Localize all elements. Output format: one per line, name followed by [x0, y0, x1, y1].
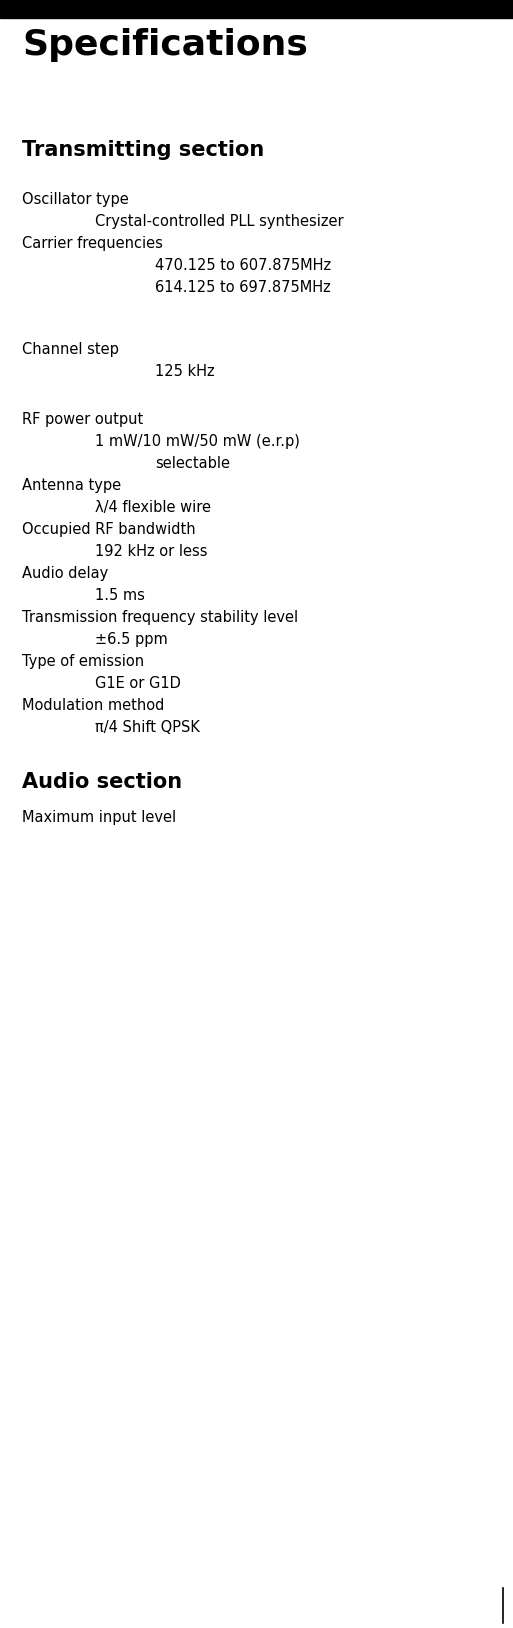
Text: Audio delay: Audio delay — [22, 567, 108, 581]
Text: selectable: selectable — [155, 456, 230, 470]
Text: 125 kHz: 125 kHz — [155, 363, 214, 379]
Text: Transmission frequency stability level: Transmission frequency stability level — [22, 610, 298, 625]
Text: Crystal-controlled PLL synthesizer: Crystal-controlled PLL synthesizer — [95, 213, 344, 230]
Text: 614.125 to 697.875MHz: 614.125 to 697.875MHz — [155, 280, 331, 295]
Text: Audio section: Audio section — [22, 772, 182, 791]
Text: Type of emission: Type of emission — [22, 654, 144, 669]
Bar — [0, 0, 513, 18]
Text: 470.125 to 607.875MHz: 470.125 to 607.875MHz — [155, 257, 331, 274]
Text: 1.5 ms: 1.5 ms — [95, 588, 145, 602]
Text: Channel step: Channel step — [22, 342, 119, 357]
Text: π/4 Shift QPSK: π/4 Shift QPSK — [95, 720, 200, 734]
Text: G1E or G1D: G1E or G1D — [95, 676, 181, 690]
Text: RF power output: RF power output — [22, 412, 143, 427]
Text: Modulation method: Modulation method — [22, 698, 164, 713]
Text: 1 mW/10 mW/50 mW (e.r.p): 1 mW/10 mW/50 mW (e.r.p) — [95, 435, 300, 449]
Text: Transmitting section: Transmitting section — [22, 140, 264, 160]
Text: Maximum input level: Maximum input level — [22, 811, 176, 825]
Text: Carrier frequencies: Carrier frequencies — [22, 236, 163, 251]
Text: 192 kHz or less: 192 kHz or less — [95, 544, 207, 558]
Text: ±6.5 ppm: ±6.5 ppm — [95, 632, 168, 646]
Text: Occupied RF bandwidth: Occupied RF bandwidth — [22, 523, 195, 537]
Text: λ/4 flexible wire: λ/4 flexible wire — [95, 500, 211, 514]
Text: Antenna type: Antenna type — [22, 479, 121, 493]
Text: Specifications: Specifications — [22, 28, 308, 62]
Text: Oscillator type: Oscillator type — [22, 192, 129, 207]
